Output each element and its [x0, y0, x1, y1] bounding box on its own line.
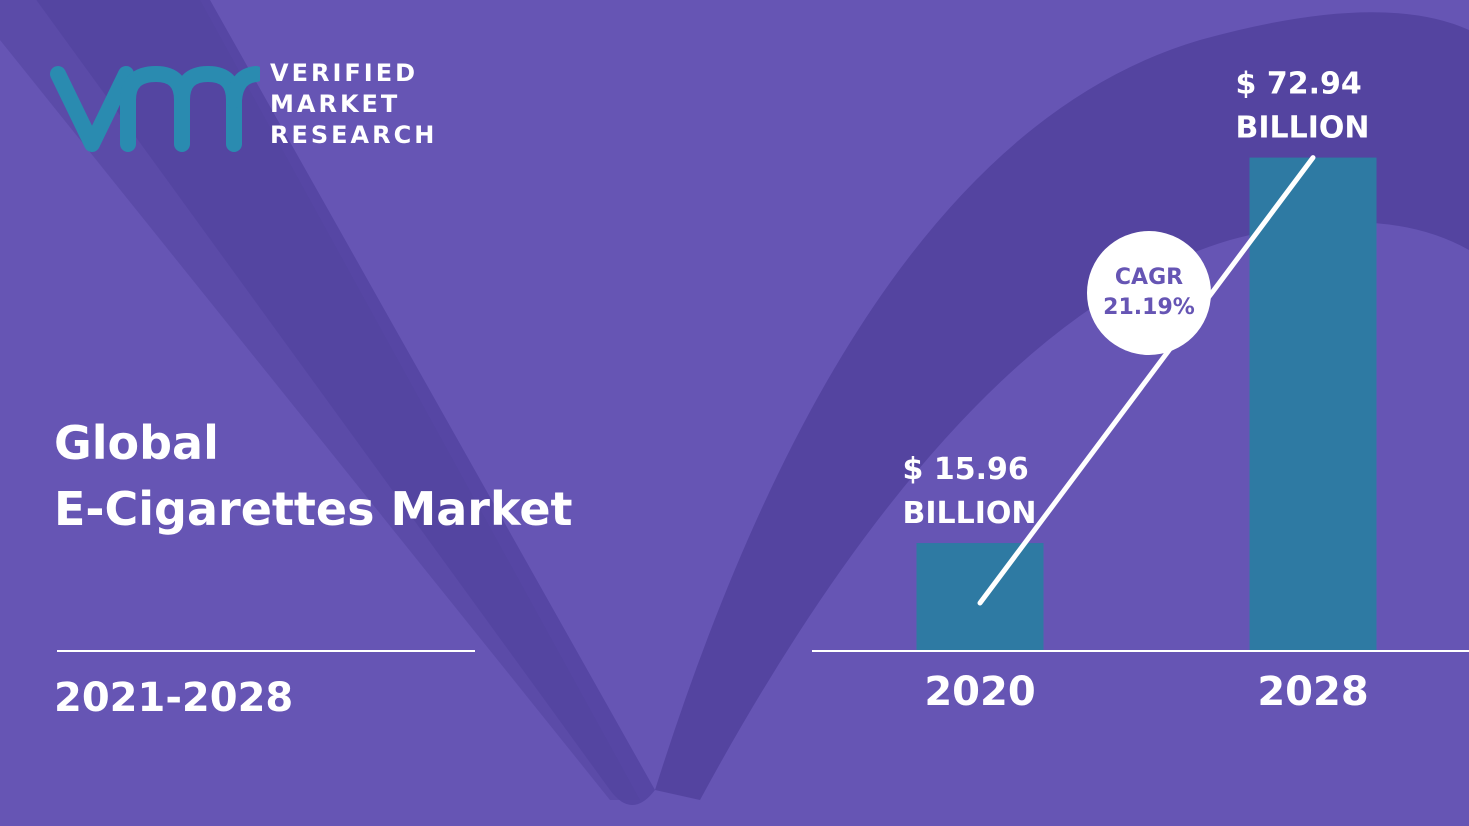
bar-unit-label-2028: BILLION: [1236, 111, 1370, 146]
brand-name-line-3: RESEARCH: [270, 121, 438, 149]
background-v-left-shade: [0, 0, 640, 800]
x-tick-label-2020: 2020: [924, 669, 1035, 715]
cagr-trend-line: [977, 155, 1316, 606]
market-title-line-1: Global: [54, 416, 219, 470]
market-title-line-2: E-Cigarettes Market: [54, 482, 573, 536]
cagr-label: CAGR: [1115, 265, 1183, 290]
bar-value-label-2028: $ 72.94: [1236, 67, 1362, 102]
bar-unit-label-2020: BILLION: [903, 496, 1037, 531]
brand-name-line-1: VERIFIED: [270, 59, 419, 87]
bar-2028: [1249, 157, 1377, 652]
forecast-period: 2021-2028: [54, 675, 294, 721]
x-tick-label-2028: 2028: [1257, 669, 1368, 715]
vmr-logo-icon: [50, 65, 260, 152]
brand-name-line-2: MARKET: [270, 90, 401, 118]
cagr-value: 21.19%: [1103, 295, 1195, 320]
brand-name: VERIFIED MARKET RESEARCH: [270, 58, 437, 151]
cagr-badge: CAGR 21.19%: [1087, 231, 1211, 355]
labels-layer: $ 15.96 BILLION 2020 $ 72.94 BILLION 2028: [903, 67, 1370, 715]
brand-logo: VERIFIED MARKET RESEARCH: [50, 58, 470, 158]
title-divider: [57, 650, 475, 652]
bar-2020: [916, 543, 1044, 651]
market-title: Global E-Cigarettes Market: [54, 410, 573, 542]
cagr-badge-circle: [1087, 231, 1211, 355]
bars-layer: [916, 157, 1377, 652]
bar-value-label-2020: $ 15.96: [903, 452, 1029, 487]
